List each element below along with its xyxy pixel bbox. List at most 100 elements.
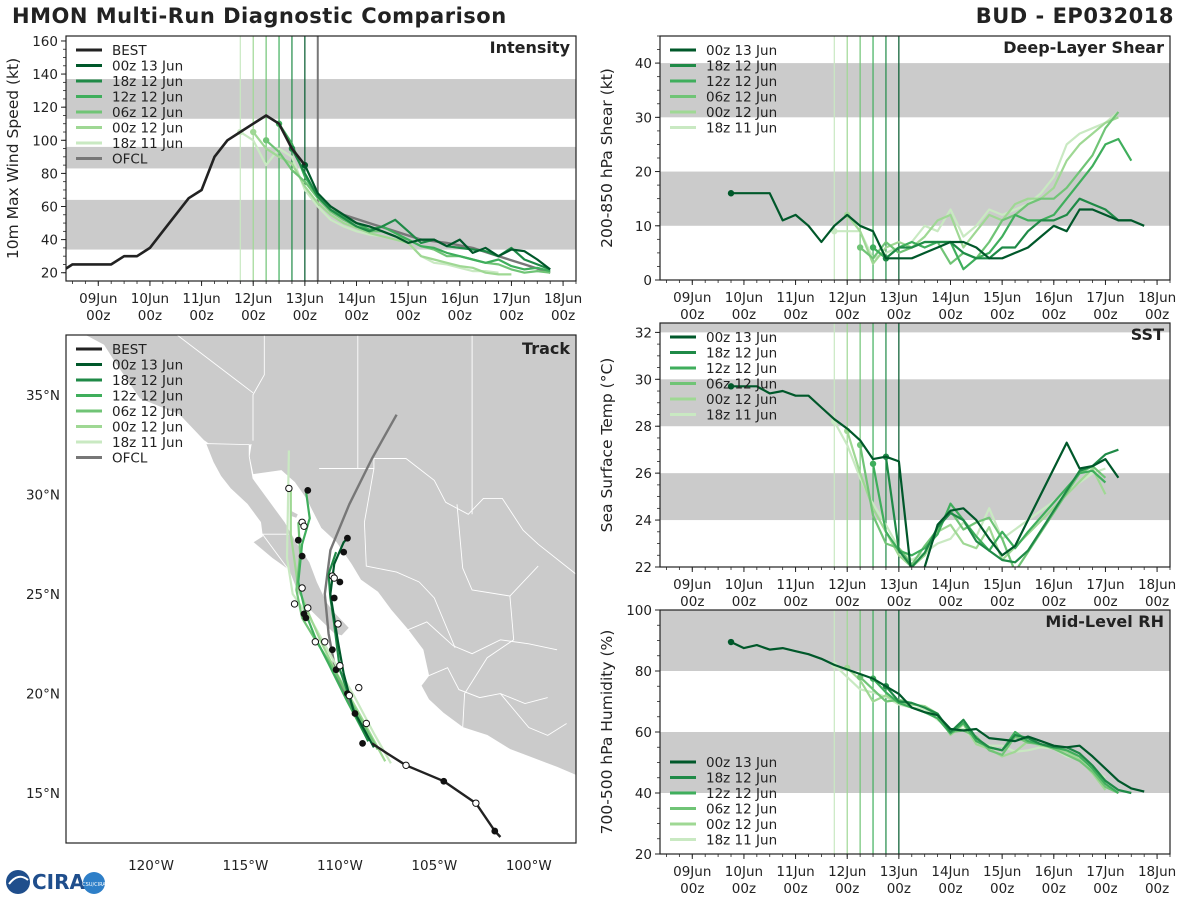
intensity-legend-label: 18z 11 Jun [112,136,183,152]
sst-xtick-hour: 00z [680,594,704,610]
baja-state-border [261,533,290,571]
sst-xtick-hour: 00z [990,594,1014,610]
sst-ytick-label: 24 [635,513,652,529]
rh-legend-label: 06z 12 Jun [706,802,777,818]
intensity-xtick-hour: 00z [189,308,213,324]
rh-xtick-hour: 00z [835,881,859,897]
shear-xtick-date: 15Jun [983,290,1021,306]
mex-state-border [407,621,558,655]
rh-xtick-date: 11Jun [776,864,814,880]
rh-series-line-1 [885,685,1132,795]
shear-xtick-hour: 00z [1042,307,1066,323]
shear-xtick-date: 13Jun [880,290,918,306]
rh-xtick-hour: 00z [732,881,756,897]
sst-xtick-date: 12Jun [828,577,866,593]
sst-xtick-date: 17Jun [1086,577,1124,593]
track-lat-label: 15°N [26,786,60,802]
sst-legend-label: 06z 12 Jun [706,377,777,393]
shear-xtick-hour: 00z [1145,307,1169,323]
intensity-series-line-0 [303,164,551,271]
intensity-ytick-label: 120 [32,100,58,116]
track-position-marker-open [330,574,338,582]
cira-logo: CIRA CSU/CIRA [6,870,106,894]
sst-xtick-hour: 00z [1093,594,1117,610]
track-lon-label: 100°W [506,858,552,874]
intensity-xtick-hour: 00z [241,308,265,324]
intensity-legend-label: 00z 12 Jun [112,121,183,137]
sst-ytick-label: 26 [635,466,652,482]
shear-series-line-0 [731,192,1145,260]
track-legend-label: 12z 12 Jun [112,389,183,405]
sst-xtick-date: 09Jun [673,577,711,593]
track-position-marker [351,710,359,717]
rh-legend-label: 12z 12 Jun [706,786,777,802]
track-position-marker [440,777,448,785]
shear-ytick-label: 0 [643,273,652,289]
rh-xtick-date: 13Jun [880,864,918,880]
track-legend-label: 00z 12 Jun [112,420,183,436]
sst-xtick-date: 11Jun [776,577,814,593]
track-lon-label: 120°W [128,858,174,874]
sst-frame [659,322,1171,568]
track-position-marker-open [290,600,299,608]
track-position-marker [491,827,499,835]
intensity-xtick-hour: 00z [551,308,575,324]
sst-xtick-date: 13Jun [880,577,918,593]
intensity-legend-label: 06z 12 Jun [112,105,183,121]
intensity-ytick-label: 140 [32,67,58,83]
sst-series-line-0 [731,385,1120,567]
sst-ytick-label: 28 [635,419,652,435]
sst-legend-label: 12z 12 Jun [706,361,777,377]
rh-xtick-date: 14Jun [931,864,969,880]
intensity-ytick-label: 20 [41,266,58,282]
intensity-xtick-date: 11Jun [182,291,220,307]
intensity-legend-label: OFCL [112,152,148,168]
intensity-xtick-date: 12Jun [234,291,272,307]
logo-text: CIRA [32,870,86,894]
mex-state-border [500,693,567,736]
sst-legend-label: 00z 13 Jun [706,330,777,346]
sst-xtick-hour: 00z [732,594,756,610]
intensity-xtick-hour: 00z [293,308,317,324]
rh-series-line-0 [730,641,1145,793]
rh-band-1 [660,610,1170,671]
track-position-marker-open [402,761,410,770]
sst-legend-label: 18z 12 Jun [706,346,777,362]
shear-series-start-point-0 [727,190,735,197]
sst-xtick-date: 16Jun [1035,577,1073,593]
intensity-ytick-label: 40 [41,233,58,249]
rh-ytick-label: 100 [626,603,652,619]
shear-legend-label: 18z 11 Jun [706,121,777,137]
track-lat-label: 30°N [26,487,60,503]
rh-xtick-date: 16Jun [1035,864,1073,880]
track-position-marker-open [298,584,306,592]
intensity-band-1 [66,146,576,169]
intensity-plot-area [66,36,576,281]
rh-xtick-hour: 00z [990,881,1014,897]
shear-xtick-hour: 00z [938,307,962,323]
sst-band-0 [660,473,1170,521]
rh-ytick-label: 20 [635,847,652,863]
rh-xtick-hour: 00z [1093,881,1117,897]
intensity-xtick-date: 09Jun [79,291,117,307]
track-legend-label: 18z 11 Jun [112,435,183,451]
track-lon-label: 110°W [317,858,363,874]
rh-xtick-date: 17Jun [1086,864,1124,880]
shear-xtick-hour: 00z [887,307,911,323]
intensity-xtick-date: 18Jun [544,291,582,307]
track-lon-label: 115°W [223,858,269,874]
intensity-xtick-hour: 00z [86,308,110,324]
shear-legend-label: 00z 12 Jun [706,105,777,121]
sst-xtick-date: 14Jun [931,577,969,593]
shear-ytick-label: 40 [635,56,652,72]
sst-ytick-label: 30 [635,372,652,388]
intensity-ytick-label: 80 [41,166,58,182]
intensity-xtick-hour: 00z [448,308,472,324]
mex-state-border [428,667,548,704]
rh-xtick-date: 12Jun [828,864,866,880]
shear-series-start-point-3 [856,244,864,251]
sst-plot-area [660,323,1170,567]
shear-panel-title: Deep-Layer Shear [1003,38,1164,57]
